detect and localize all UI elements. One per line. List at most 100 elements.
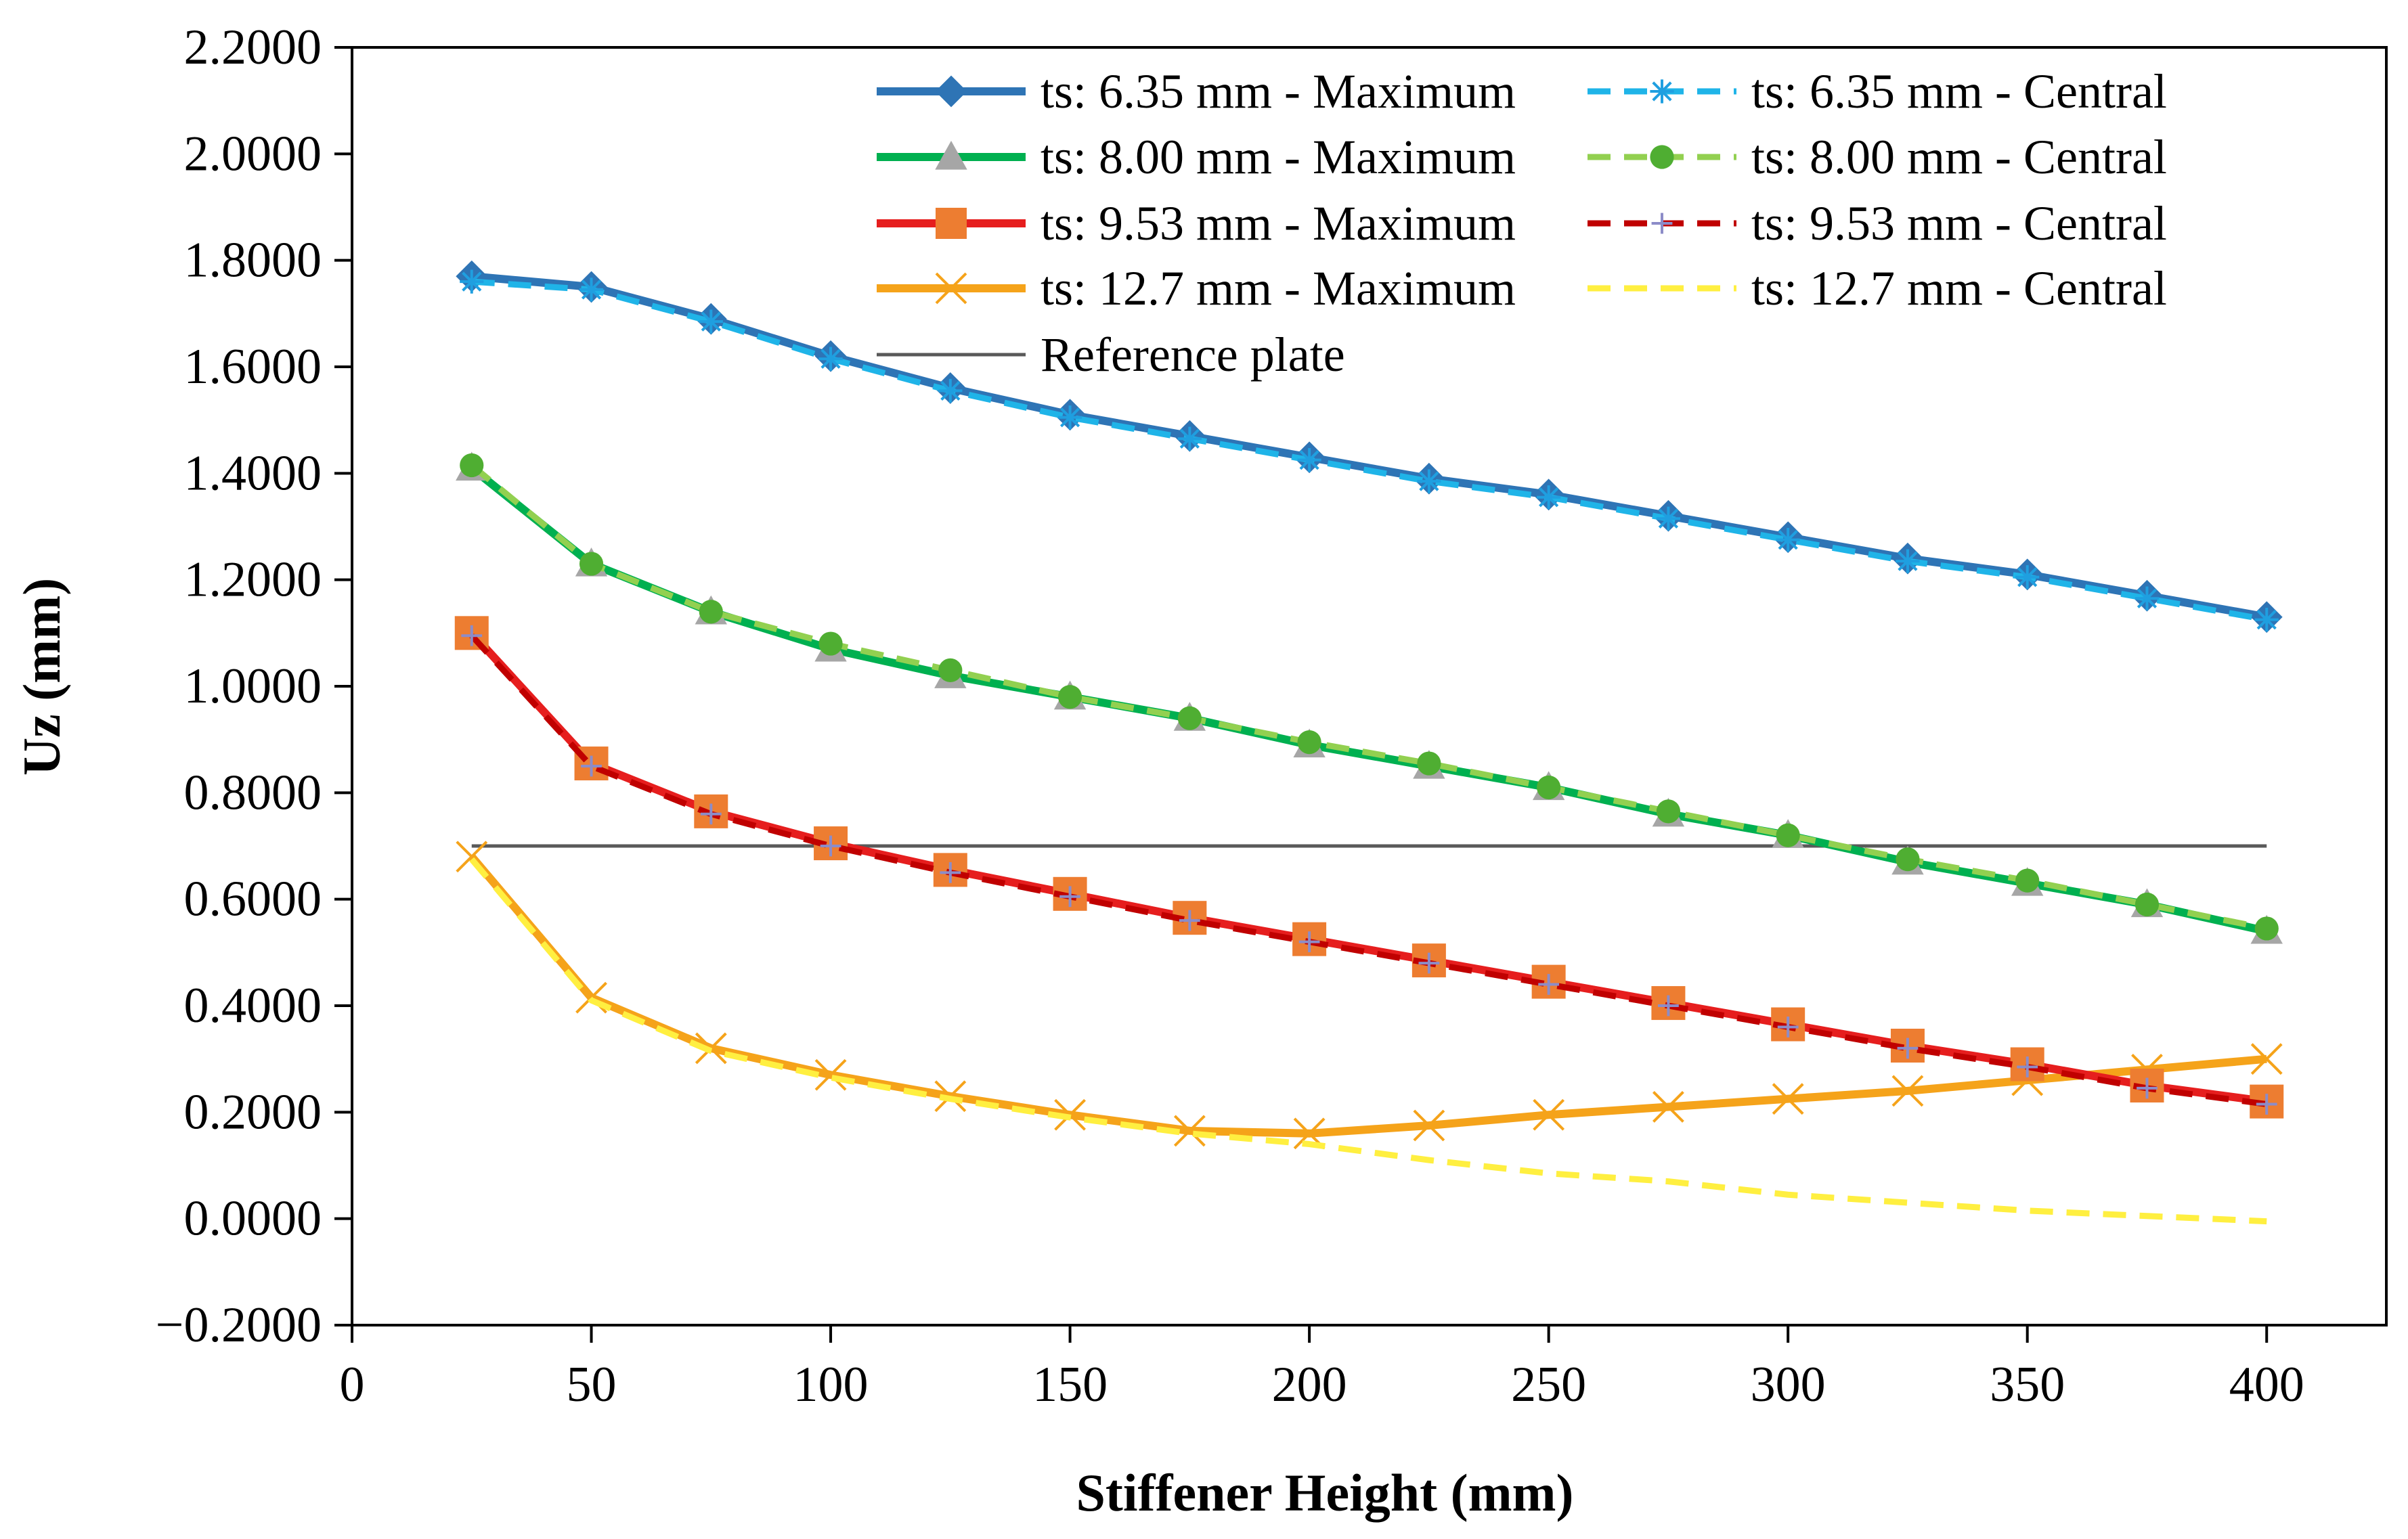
x-tick-label: 100 <box>793 1357 869 1412</box>
data-point <box>699 309 723 334</box>
data-point <box>2135 586 2160 610</box>
data-point <box>2015 868 2040 893</box>
data-point <box>1656 799 1681 824</box>
legend-entry-6: ts: 9.53 mm - Central <box>1588 196 2167 250</box>
series-8 <box>469 857 2267 1225</box>
series-line <box>471 272 2268 621</box>
data-point <box>1777 1017 1799 1038</box>
data-point <box>1177 426 1202 451</box>
data-point <box>1650 145 1674 169</box>
data-point <box>1057 685 1082 709</box>
x-tick-label: 200 <box>1272 1357 1347 1412</box>
y-tick-label: 2.2000 <box>184 20 322 75</box>
legend-label: ts: 8.00 mm - Maximum <box>1041 130 1516 184</box>
legend-entry-3: ts: 8.00 mm - Maximum <box>877 130 1516 184</box>
y-tick-label: 0.6000 <box>184 872 322 927</box>
data-point <box>1538 974 1560 995</box>
series-7 <box>456 841 2283 1150</box>
x-tick-label: 400 <box>2229 1357 2304 1412</box>
data-point <box>1650 79 1674 104</box>
series-line <box>469 857 2267 1225</box>
legend-entry-9: Reference plate <box>877 328 1345 382</box>
series-line <box>468 630 2268 1106</box>
data-point <box>460 453 484 478</box>
data-point <box>820 835 841 857</box>
data-point <box>1896 847 1920 872</box>
legend-label: ts: 8.00 mm - Central <box>1751 130 2167 184</box>
data-point <box>1896 549 1920 573</box>
data-point <box>935 140 967 170</box>
data-point <box>1298 931 1320 952</box>
series-3 <box>456 451 2283 944</box>
data-point <box>1776 823 1800 847</box>
legend-label: ts: 12.7 mm - Maximum <box>1041 261 1516 315</box>
data-point <box>581 755 602 777</box>
series-line <box>471 278 2268 623</box>
data-point <box>935 75 967 108</box>
y-tick-label: 1.2000 <box>184 552 322 608</box>
series-4 <box>460 453 2279 941</box>
x-tick-label: 250 <box>1511 1357 1586 1412</box>
data-point <box>699 600 723 624</box>
data-point <box>2137 1077 2158 1099</box>
data-point <box>938 658 963 683</box>
x-axis-title: Stiffener Height (mm) <box>1076 1463 1573 1522</box>
data-point <box>818 347 843 371</box>
data-point <box>700 803 722 825</box>
data-point <box>2250 1043 2283 1075</box>
data-point <box>1418 952 1440 974</box>
data-point <box>936 208 967 239</box>
data-point <box>1776 528 1800 552</box>
data-point <box>2254 916 2279 941</box>
data-point <box>2254 608 2279 632</box>
legend-label: ts: 6.35 mm - Central <box>1751 64 2167 118</box>
legend-entry-2: ts: 6.35 mm - Central <box>1588 64 2167 118</box>
data-point <box>1059 886 1080 908</box>
data-point <box>1179 910 1200 931</box>
series-line <box>469 463 2268 932</box>
series-line <box>468 853 2267 1138</box>
data-point <box>938 378 963 403</box>
x-tick-label: 300 <box>1751 1357 1826 1412</box>
series-line <box>469 464 2268 935</box>
data-point <box>460 269 484 294</box>
data-point <box>1417 469 1441 493</box>
series-2 <box>460 269 2279 632</box>
series-1 <box>456 260 2283 633</box>
data-point <box>2135 892 2160 917</box>
data-point <box>1537 485 1561 510</box>
y-tick-label: 1.8000 <box>184 233 322 288</box>
data-point <box>935 272 967 305</box>
x-tick-label: 0 <box>340 1357 365 1412</box>
x-tick-label: 50 <box>567 1357 617 1412</box>
data-point <box>1891 1075 1924 1107</box>
data-point <box>1057 405 1082 430</box>
data-point <box>1173 1115 1206 1147</box>
y-tick-label: −0.2000 <box>156 1297 322 1353</box>
y-tick-label: 0.2000 <box>184 1084 322 1140</box>
x-tick-label: 350 <box>1990 1357 2065 1412</box>
plot-series <box>454 260 2284 1225</box>
data-point <box>1413 1109 1445 1142</box>
data-point <box>940 862 961 883</box>
data-point <box>1772 1083 1804 1115</box>
y-tick-label: 1.0000 <box>184 659 322 714</box>
data-point <box>579 277 604 302</box>
data-point <box>1533 1098 1565 1131</box>
legend-label: Reference plate <box>1041 328 1345 382</box>
x-tick-label: 150 <box>1032 1357 1108 1412</box>
data-point <box>818 631 843 656</box>
series-6 <box>461 625 2277 1115</box>
legend-entry-8: ts: 12.7 mm - Central <box>1588 261 2167 315</box>
data-point <box>1297 730 1321 755</box>
data-point <box>461 625 483 646</box>
data-point <box>1652 1091 1684 1123</box>
data-point <box>1417 751 1441 776</box>
data-point <box>579 552 604 576</box>
y-tick-label: 1.6000 <box>184 339 322 395</box>
legend-label: ts: 12.7 mm - Central <box>1751 261 2167 315</box>
series-line <box>469 633 2267 1107</box>
legend: ts: 6.35 mm - Maximum ts: 6.35 mm - Centr… <box>877 64 2167 382</box>
